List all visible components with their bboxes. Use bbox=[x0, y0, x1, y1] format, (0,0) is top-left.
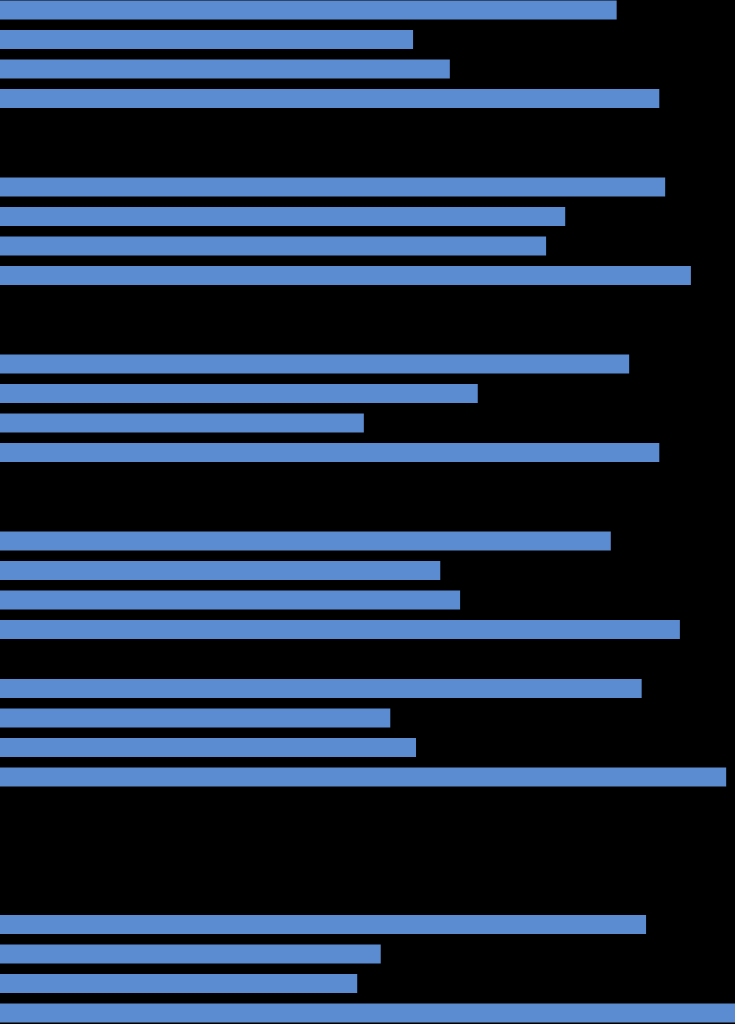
bar bbox=[0, 414, 364, 433]
bar bbox=[0, 945, 381, 964]
bar bbox=[0, 60, 450, 79]
bar bbox=[0, 768, 726, 787]
bar bbox=[0, 1, 617, 20]
bar bbox=[0, 443, 659, 462]
bar bbox=[0, 384, 478, 403]
bars bbox=[0, 1, 735, 1023]
bar bbox=[0, 237, 546, 256]
bar bbox=[0, 207, 565, 226]
bar bbox=[0, 591, 460, 610]
bar bbox=[0, 915, 646, 934]
bar bbox=[0, 178, 665, 197]
bar bbox=[0, 355, 629, 374]
bar bbox=[0, 30, 413, 49]
bar bbox=[0, 679, 642, 698]
bar bbox=[0, 561, 440, 580]
bar bbox=[0, 89, 659, 108]
bar bbox=[0, 974, 357, 993]
bar bbox=[0, 266, 691, 285]
bar bbox=[0, 1004, 735, 1023]
bar bbox=[0, 738, 416, 757]
bar bbox=[0, 620, 680, 639]
bar bbox=[0, 532, 611, 551]
chart bbox=[0, 0, 735, 1024]
bar bbox=[0, 709, 390, 728]
